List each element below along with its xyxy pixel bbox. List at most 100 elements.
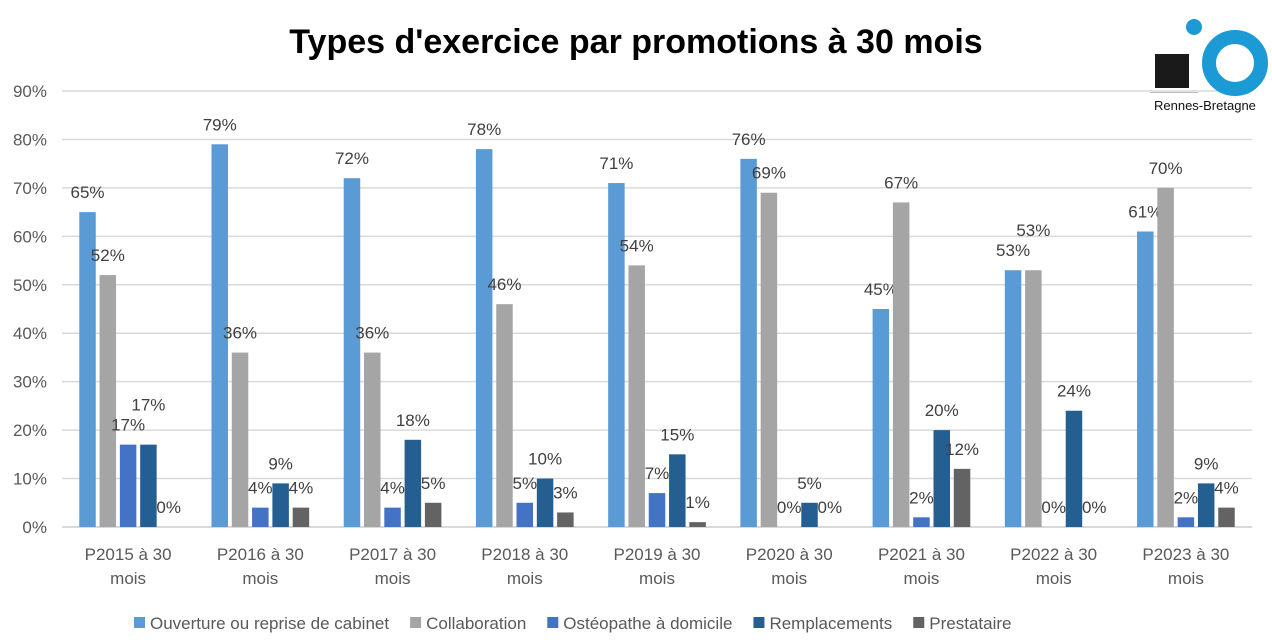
data-label: 9% [1194, 454, 1219, 473]
legend-swatch [410, 617, 422, 628]
bar [1218, 507, 1235, 527]
bar [211, 144, 228, 528]
x-tick-label: mois [375, 569, 411, 588]
bar [272, 483, 289, 527]
bar [1065, 410, 1083, 527]
x-tick-label: P2019 à 30 [614, 545, 701, 564]
x-tick-label: mois [110, 569, 146, 588]
x-tick-label: P2020 à 30 [746, 545, 833, 564]
data-label: 12% [945, 440, 979, 459]
data-label: 45% [864, 280, 898, 299]
data-label: 10% [528, 450, 562, 469]
y-tick-label: 10% [13, 470, 47, 489]
x-tick-label: P2017 à 30 [349, 545, 436, 564]
x-tick-label: mois [639, 569, 675, 588]
bar [364, 352, 381, 527]
data-label: 18% [396, 411, 430, 430]
bar [1177, 517, 1195, 527]
data-label: 78% [467, 120, 501, 139]
data-label: 70% [1149, 159, 1183, 178]
bar [648, 493, 666, 527]
x-tick-label: P2018 à 30 [481, 545, 568, 564]
bar [608, 183, 625, 528]
x-tick-label: mois [242, 569, 278, 588]
x-tick-label: P2015 à 30 [85, 545, 172, 564]
bar [1025, 270, 1042, 527]
legend-label: Ouverture ou reprise de cabinet [150, 614, 389, 633]
bar [384, 507, 401, 527]
data-label: 0% [1041, 498, 1066, 517]
legend-label: Collaboration [426, 614, 526, 633]
y-tick-label: 90% [13, 82, 47, 101]
data-label: 20% [925, 401, 959, 420]
data-label: 17% [131, 396, 165, 415]
legend-label: Prestataire [929, 614, 1011, 633]
data-label: 52% [91, 246, 125, 265]
bar [496, 304, 513, 527]
data-label: 36% [223, 324, 257, 343]
bar [404, 439, 422, 527]
bar [536, 478, 554, 527]
x-tick-label: mois [1168, 569, 1204, 588]
data-label: 71% [599, 154, 633, 173]
bar [1004, 270, 1022, 527]
bar [872, 309, 890, 527]
bar [231, 352, 249, 527]
bar [475, 149, 493, 527]
legend-swatch [913, 617, 925, 628]
data-label: 0% [818, 498, 843, 517]
bar [801, 502, 818, 527]
data-label: 3% [553, 483, 578, 502]
bar [424, 502, 442, 527]
bar [343, 178, 361, 527]
data-label: 24% [1057, 382, 1091, 401]
data-label: 0% [1082, 498, 1107, 517]
data-label: 61% [1128, 202, 1162, 221]
data-label: 46% [487, 275, 521, 294]
data-label: 4% [289, 479, 314, 498]
bar [1137, 231, 1154, 527]
data-label: 36% [355, 324, 389, 343]
x-tick-label: mois [507, 569, 543, 588]
chart-title: Types d'exercice par promotions à 30 moi… [289, 23, 982, 61]
y-tick-label: 50% [13, 276, 47, 295]
data-label: 54% [620, 236, 654, 255]
data-label: 9% [268, 454, 293, 473]
bar [79, 212, 96, 527]
bar [689, 522, 706, 527]
x-tick-label: mois [903, 569, 939, 588]
logo-text: Rennes-Bretagne [1154, 98, 1256, 113]
x-tick-label: P2023 à 30 [1142, 545, 1229, 564]
data-label: 76% [732, 130, 766, 149]
data-label: 53% [1016, 221, 1050, 240]
y-tick-label: 60% [13, 227, 47, 246]
bar [760, 192, 778, 527]
data-label: 79% [203, 115, 237, 134]
data-label: 17% [111, 416, 145, 435]
bar [740, 158, 757, 528]
x-tick-label: mois [771, 569, 807, 588]
bar [252, 507, 269, 527]
logo: Rennes-Bretagne [1150, 18, 1268, 118]
logo-square [1155, 54, 1189, 88]
data-label: 7% [645, 464, 670, 483]
data-label: 0% [156, 498, 181, 517]
bar [1197, 483, 1215, 527]
bar [913, 517, 930, 527]
bar [140, 444, 157, 527]
data-label: 4% [248, 479, 273, 498]
x-tick-label: P2016 à 30 [217, 545, 304, 564]
data-label: 65% [70, 183, 104, 202]
legend-swatch [134, 617, 145, 628]
data-label: 1% [685, 493, 710, 512]
data-label: 5% [797, 474, 822, 493]
logo-rule [1150, 92, 1198, 93]
y-tick-label: 70% [13, 179, 47, 198]
bar [292, 507, 310, 527]
legend-label: Remplacements [769, 614, 892, 633]
bar [1157, 187, 1174, 527]
bar [892, 202, 910, 527]
bar [516, 502, 534, 527]
